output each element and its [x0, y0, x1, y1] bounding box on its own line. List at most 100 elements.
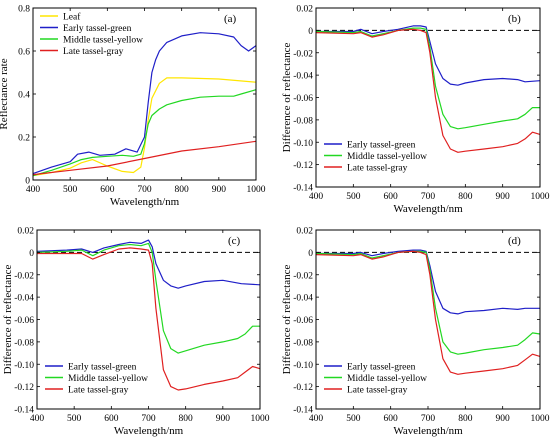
y-axis-label: Difference of reflectance	[2, 265, 14, 375]
y-axis-label: Reflectance rate	[0, 58, 10, 129]
x-tick-label: 500	[346, 192, 361, 202]
y-tick-label: -0.02	[293, 271, 313, 281]
legend-label: Late tassel-gray	[347, 386, 408, 396]
series-line	[36, 239, 261, 289]
series-line	[316, 249, 540, 315]
y-tick-label: -0.06	[293, 316, 313, 326]
series-line	[315, 28, 541, 153]
x-axis-label: Wavelength/nm	[393, 203, 463, 215]
y-tick-label: -0.12	[293, 383, 313, 393]
y-tick-label: 0.02	[296, 227, 313, 237]
y-tick-label: 0.6	[18, 48, 30, 58]
legend-label: Late tassel-gray	[347, 164, 408, 174]
x-tick-label: 900	[212, 185, 227, 195]
series-line	[37, 247, 261, 391]
x-tick-label: 400	[309, 192, 324, 202]
series-line	[32, 140, 257, 176]
x-tick-label: 700	[137, 185, 152, 195]
y-tick-label: 0.8	[18, 5, 30, 15]
y-tick-label: -0.14	[293, 406, 313, 416]
y-tick-label: 0.02	[17, 227, 34, 237]
x-tick-label: 900	[496, 192, 511, 202]
y-tick-label: -0.04	[14, 294, 34, 304]
x-tick-label: 800	[458, 192, 473, 202]
legend-label: Late tassel-gray	[68, 386, 129, 396]
x-tick-label: 1000	[531, 414, 550, 424]
y-tick-label: -0.06	[293, 94, 313, 104]
y-tick-label: -0.04	[293, 294, 313, 304]
x-axis-label: Wavelength/nm	[110, 196, 180, 208]
x-tick-label: 700	[421, 192, 436, 202]
series-line	[32, 77, 257, 177]
x-tick-label: 800	[179, 414, 194, 424]
y-tick-label: 0.4	[18, 91, 30, 101]
y-tick-label: 0.02	[296, 5, 313, 15]
y-axis-label: Difference of reflectance	[281, 43, 293, 153]
y-axis-label: Difference of reflectance	[281, 265, 293, 375]
legend-label: Leaf	[63, 12, 81, 23]
y-tick-label: -0.10	[293, 361, 313, 371]
y-tick-label: -0.12	[14, 383, 34, 393]
x-tick-label: 800	[458, 414, 473, 424]
series-line	[32, 32, 257, 175]
x-tick-label: 800	[175, 185, 190, 195]
y-tick-label: -0.08	[14, 338, 34, 348]
y-tick-label: 0	[308, 27, 313, 37]
panel-label: (b)	[508, 13, 521, 25]
y-tick-label: -0.12	[293, 161, 313, 171]
x-tick-label: 500	[346, 414, 361, 424]
y-tick-label: -0.02	[293, 49, 313, 59]
panel-d: 400 500 600 700 800 900 1000 0.02 0 -0.02 -0.04 -0.…	[281, 227, 550, 438]
legend-label: Early tassel-green	[347, 141, 416, 151]
y-tick-label: -0.14	[14, 406, 34, 416]
series-line	[32, 89, 257, 177]
series-line	[315, 250, 541, 375]
y-tick-label: -0.06	[14, 316, 34, 326]
legend-label: Middle tassel-yellow	[68, 374, 148, 384]
y-tick-label: 0	[308, 249, 313, 259]
y-tick-label: -0.04	[293, 72, 313, 82]
panel-label: (d)	[508, 235, 521, 247]
series-line	[316, 25, 541, 86]
panel-label: (a)	[224, 13, 237, 25]
y-tick-label: -0.08	[293, 116, 313, 126]
y-tick-label: -0.10	[293, 139, 313, 149]
x-tick-label: 600	[100, 185, 115, 195]
legend-label: Middle tassel-yellow	[347, 152, 427, 162]
panel-a: 400 500 600 700 800 900 1000 0 0.2 0.4 0.6 0.8 Wavel…	[0, 5, 266, 209]
legend-label: Early tassel-green	[68, 363, 137, 373]
x-tick-label: 900	[216, 414, 231, 424]
x-tick-label: 400	[30, 414, 45, 424]
panel-label: (c)	[228, 235, 241, 247]
legend-label: Middle tassel-yellow	[63, 36, 143, 46]
y-tick-label: -0.10	[14, 361, 34, 371]
series-line	[315, 27, 540, 130]
x-axis-label: Wavelength/nm	[114, 425, 184, 437]
y-tick-label: 0.2	[18, 134, 30, 144]
x-tick-label: 900	[496, 414, 511, 424]
x-tick-label: 700	[141, 414, 156, 424]
x-tick-label: 600	[384, 414, 399, 424]
x-tick-label: 500	[63, 185, 78, 195]
panel-b: 400 500 600 700 800 900 1000 0.02 0 -0.02 -0.04 -0.…	[281, 5, 550, 216]
x-tick-label: 500	[67, 414, 82, 424]
x-tick-label: 400	[309, 414, 324, 424]
series-line	[315, 250, 541, 355]
y-tick-label: -0.08	[293, 338, 313, 348]
y-tick-label: -0.02	[14, 271, 34, 281]
x-axis-label: Wavelength/nm	[393, 425, 463, 437]
y-tick-label: 0	[25, 177, 30, 187]
x-tick-label: 600	[104, 414, 119, 424]
x-tick-label: 1000	[531, 192, 550, 202]
x-tick-label: 1000	[251, 414, 270, 424]
legend-label: Middle tassel-yellow	[347, 374, 427, 384]
y-tick-label: 0	[29, 249, 34, 259]
legend-label: Early tassel-green	[63, 24, 132, 34]
series-line	[36, 242, 260, 354]
legend-label: Late tassel-gray	[63, 47, 124, 57]
